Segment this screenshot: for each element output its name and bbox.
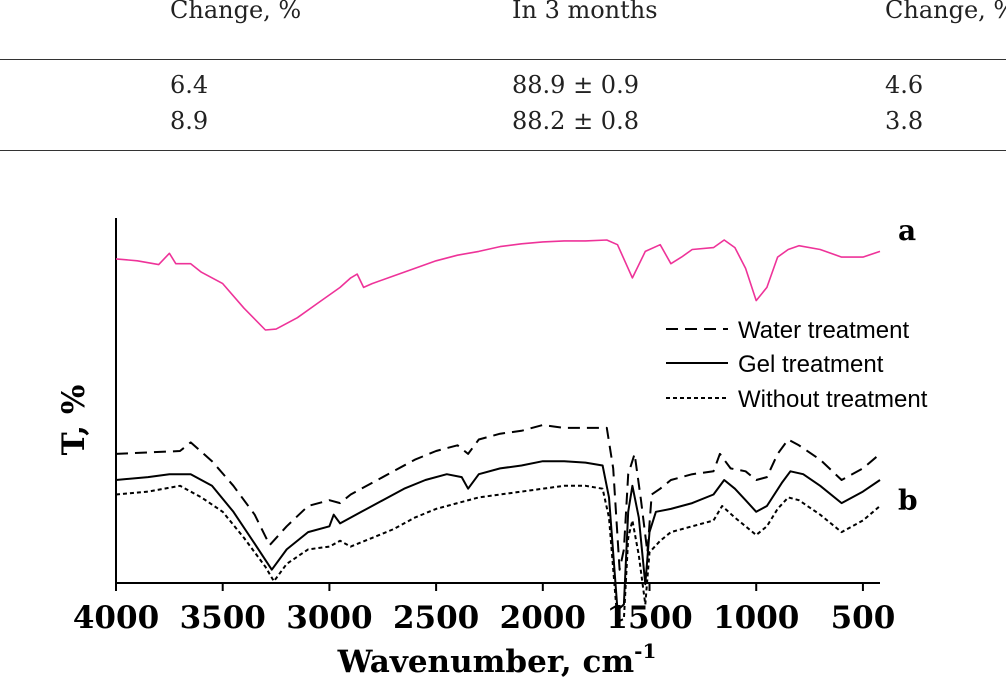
legend-label-without: Without treatment	[738, 386, 928, 413]
series-line-water-treatment	[115, 424, 881, 571]
series-line-without-treatment	[115, 484, 881, 623]
table-header-rule	[0, 59, 1006, 60]
x-axis-title-superscript: -1	[634, 639, 656, 663]
results-table: Change, % In 3 months Change, % 6.4 88.9…	[0, 0, 1006, 160]
x-axis-title: Wavenumber, cm-1	[337, 639, 657, 680]
x-tick-label: 500	[831, 600, 896, 636]
series-line-gel-treatment	[115, 460, 881, 612]
x-tick-label: 3000	[286, 600, 372, 636]
table-header-change-2: Change, %	[885, 0, 1006, 24]
table-header-3-months: In 3 months	[512, 0, 658, 24]
table-cell: 88.9 ± 0.9	[512, 71, 639, 99]
x-tick-label: 1000	[713, 600, 799, 636]
legend: Water treatment Gel treatment Without tr…	[666, 317, 928, 413]
table-cell: 6.4	[170, 71, 209, 99]
table-bottom-rule	[0, 150, 1006, 151]
y-axis-title: T, %	[56, 385, 92, 456]
table-cell: 88.2 ± 0.8	[512, 107, 639, 135]
x-tick-label: 4000	[73, 600, 159, 636]
table-cell: 8.9	[170, 107, 209, 135]
x-tick-label: 3500	[180, 600, 266, 636]
x-ticks: 4000 3500 3000 2500 2000 1500 1000 500	[73, 583, 895, 636]
table-header-change-1: Change, %	[170, 0, 302, 24]
x-tick-label: 2000	[500, 600, 586, 636]
legend-label-gel: Gel treatment	[738, 351, 884, 378]
panel-label-b: b	[898, 484, 918, 517]
x-axis-title-text: Wavenumber, cm	[337, 644, 635, 680]
legend-label-water: Water treatment	[738, 317, 909, 344]
panel-label-a: a	[898, 214, 916, 247]
x-tick-label: 2500	[393, 600, 479, 636]
table-cell: 4.6	[885, 71, 924, 99]
table-cell: 3.8	[885, 107, 924, 135]
x-tick-label: 1500	[606, 600, 692, 636]
series-group	[115, 239, 881, 623]
series-line-panel-a	[115, 239, 881, 331]
